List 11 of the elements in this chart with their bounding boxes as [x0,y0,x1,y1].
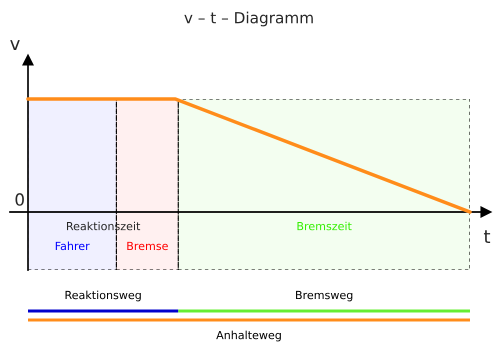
chart-title: v – t – Diagramm [184,12,313,26]
series-label: Bremszeit [297,222,352,230]
series-label: Bremsweg [296,290,352,302]
series-label: Fahrer [56,242,90,250]
annotation: 0 [15,193,24,206]
series-label: Reaktionsweg [66,290,141,302]
series-label: Bremse [127,242,168,250]
y-axis-title: v [10,40,20,50]
annotation: Reaktionszeit [66,222,140,230]
x-axis-title: t [484,230,490,243]
series-label: Anhalteweg [216,330,281,342]
